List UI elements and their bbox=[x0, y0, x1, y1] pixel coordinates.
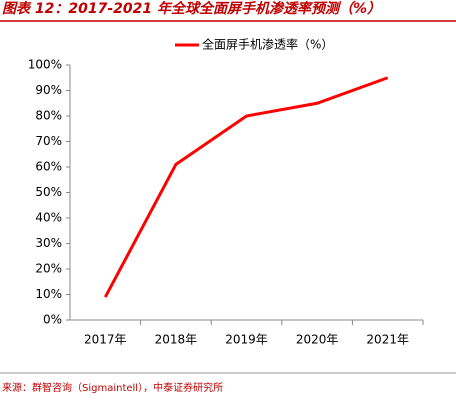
x-tick-label: 2021年 bbox=[366, 333, 409, 347]
y-tick-label: 10% bbox=[35, 287, 62, 301]
y-tick-label: 100% bbox=[28, 58, 62, 72]
x-tick-label: 2018年 bbox=[155, 333, 198, 347]
y-tick-label: 60% bbox=[35, 160, 62, 174]
source-note: 来源：群智咨询（Sigmaintell），中泰证券研究所 bbox=[2, 381, 223, 394]
y-tick-label: 50% bbox=[35, 185, 62, 199]
y-tick-label: 40% bbox=[35, 211, 62, 225]
y-tick-label: 20% bbox=[35, 262, 62, 276]
x-tick-label: 2017年 bbox=[84, 333, 127, 347]
y-tick-label: 0% bbox=[43, 313, 62, 327]
y-tick-label: 70% bbox=[35, 134, 62, 148]
y-tick-label: 30% bbox=[35, 236, 62, 250]
x-tick-label: 2019年 bbox=[225, 333, 268, 347]
y-tick-label: 90% bbox=[35, 83, 62, 97]
chart-title: 图表 12：2017-2021 年全球全面屏手机渗透率预测（%） bbox=[2, 0, 381, 17]
legend-label: 全面屏手机渗透率（%） bbox=[202, 37, 333, 52]
y-tick-label: 80% bbox=[35, 109, 62, 123]
x-tick-label: 2020年 bbox=[296, 333, 339, 347]
data-line bbox=[103, 76, 389, 298]
